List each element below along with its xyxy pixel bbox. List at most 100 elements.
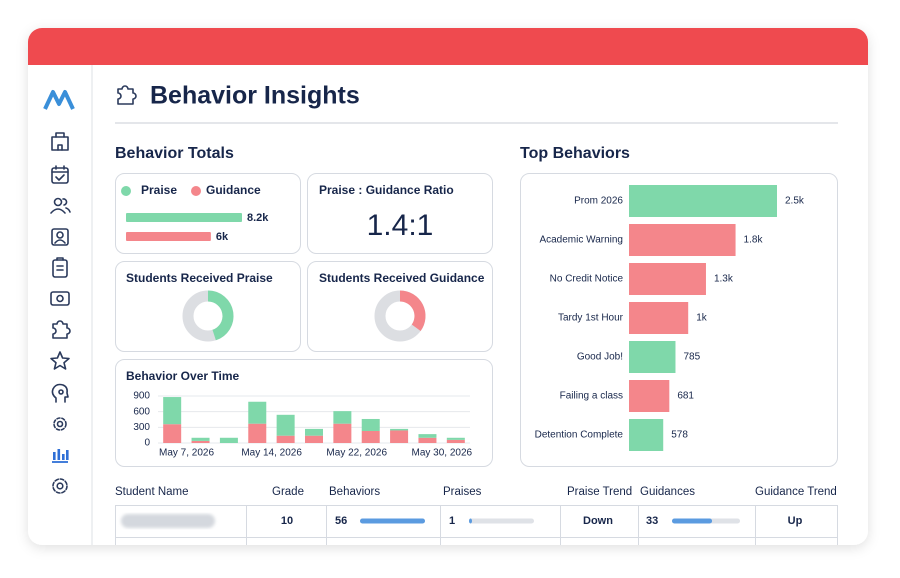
y-tick-label: 300 (133, 422, 150, 433)
window-content: Behavior Insights Behavior Totals Top Be… (28, 28, 868, 568)
category-label: Detention Complete (535, 430, 624, 441)
column-header: Grade (272, 486, 304, 498)
legend-label: Guidance (206, 183, 261, 197)
progress-track (469, 518, 534, 524)
bar (629, 419, 664, 451)
stacked-bar (191, 440, 210, 443)
column-header: Guidances (640, 486, 695, 498)
x-tick-label: May 14, 2026 (241, 448, 302, 459)
nav-head[interactable] (51, 383, 69, 403)
stacked-bar (163, 397, 182, 425)
section-title: Top Behaviors (520, 145, 630, 162)
stacked-bar (418, 437, 437, 443)
legend-label: Praise (141, 183, 177, 197)
cell: 33 (646, 515, 658, 527)
bar (629, 263, 706, 295)
progress-fill (469, 518, 472, 524)
student-name-redacted (121, 514, 215, 528)
y-tick-label: 600 (133, 406, 150, 417)
total-label: 8.2k (247, 212, 269, 224)
bar (629, 302, 689, 334)
value-label: 681 (677, 391, 694, 402)
category-label: Good Job! (577, 352, 623, 363)
stacked-bar (390, 428, 409, 431)
nav-settings[interactable] (52, 478, 68, 494)
logo[interactable] (43, 90, 75, 110)
praise-card (115, 261, 301, 352)
guidance-card (307, 261, 493, 352)
column-header: Student Name (115, 486, 189, 498)
y-tick-label: 900 (133, 391, 150, 402)
stacked-bar (390, 430, 409, 443)
value-label: 578 (671, 430, 688, 441)
stacked-bar (333, 423, 352, 443)
x-tick-label: May 22, 2026 (326, 448, 387, 459)
progress-fill (360, 518, 425, 524)
card-title: Students Received Praise (126, 271, 273, 285)
stacked-bar (248, 423, 267, 443)
value-label: 1.8k (744, 235, 764, 246)
nav-badge[interactable] (53, 417, 67, 431)
nav-ticket[interactable] (50, 291, 70, 306)
nav-clipboard[interactable] (52, 257, 68, 278)
total-bar (126, 213, 242, 222)
cell: 56 (335, 515, 347, 527)
x-tick-label: May 7, 2026 (159, 448, 214, 459)
value-label: 2.5k (785, 196, 805, 207)
stacked-bar (305, 435, 323, 443)
cell: Down (583, 515, 613, 527)
nav-profile[interactable] (51, 228, 69, 246)
stacked-bar (446, 437, 465, 440)
category-label: Tardy 1st Hour (558, 313, 624, 324)
nav-calendar[interactable] (51, 165, 69, 184)
table-row[interactable] (115, 537, 838, 568)
ratio-value: 1.4:1 (367, 209, 434, 242)
bar (629, 341, 676, 373)
category-label: Academic Warning (539, 235, 623, 246)
table-dividers (246, 505, 756, 545)
title-icon (117, 85, 137, 105)
donut-arc (207, 290, 234, 341)
stacked-bar (163, 424, 182, 443)
total-label: 6k (216, 231, 229, 243)
card-title: Praise : Guidance Ratio (319, 183, 454, 197)
stacked-bar (191, 437, 210, 441)
x-tick-label: May 30, 2026 (412, 448, 473, 459)
sidebar-icons (50, 132, 71, 494)
value-label: 785 (683, 352, 700, 363)
nav-insights[interactable] (52, 449, 69, 463)
top-bar (28, 28, 868, 65)
bar (629, 185, 777, 217)
nav-people[interactable] (50, 197, 71, 214)
stacked-bar (333, 411, 352, 424)
donut-arc (399, 290, 426, 331)
value-label: 1k (696, 313, 708, 324)
y-tick-label: 0 (144, 438, 150, 449)
stacked-bar (248, 401, 267, 424)
section-title: Behavior Totals (115, 145, 234, 162)
nav-school[interactable] (51, 132, 69, 151)
bar (629, 224, 736, 256)
stacked-bar (305, 428, 323, 436)
stacked-bar (361, 418, 380, 431)
cell: 10 (281, 515, 293, 527)
card-title: Behavior Over Time (126, 369, 239, 383)
stacked-bar (361, 430, 380, 443)
total-bar (126, 232, 211, 241)
card-title: Students Received Guidance (319, 271, 485, 285)
legend-dot (191, 186, 201, 196)
column-header: Behaviors (329, 486, 380, 498)
content-layer: Praise 8.2k Guidance 6k 0 300 600 900 May 7, 202… (115, 183, 837, 527)
category-label: Failing a class (560, 391, 623, 402)
value-label: 1.3k (714, 274, 734, 285)
legend-dot (121, 186, 131, 196)
stacked-bar (446, 439, 465, 443)
cell: Up (788, 515, 803, 527)
category-label: No Credit Notice (550, 274, 624, 285)
bar (629, 380, 670, 412)
nav-star[interactable] (50, 351, 70, 370)
stacked-bar (418, 434, 437, 438)
page-title: Behavior Insights (150, 82, 360, 110)
category-label: Prom 2026 (574, 196, 623, 207)
nav-puzzle[interactable] (52, 320, 71, 339)
